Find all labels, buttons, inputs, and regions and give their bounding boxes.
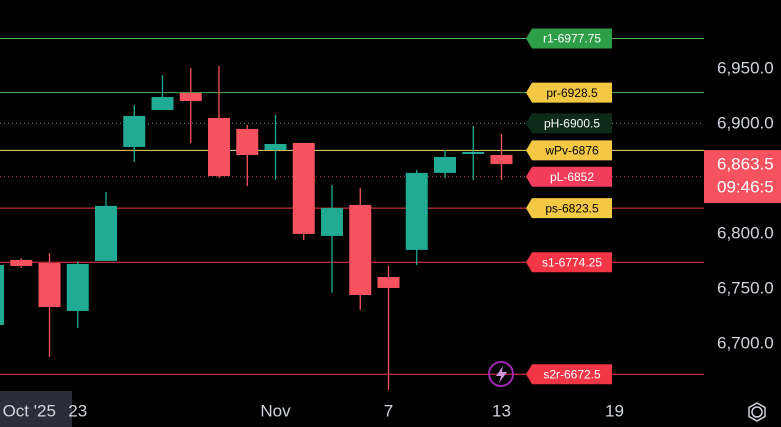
candle-body <box>10 259 33 266</box>
y-tick-label: 6,950.0 <box>717 58 774 77</box>
level-tag <box>526 364 612 385</box>
level-tag <box>526 140 612 161</box>
candle-body <box>151 97 174 110</box>
level-tag <box>526 82 612 103</box>
candle-body <box>38 263 61 308</box>
candle-body <box>321 208 343 236</box>
candle-body <box>0 264 4 325</box>
level-tag-label: r1-6977.75 <box>543 32 601 46</box>
level-tag <box>526 113 612 134</box>
countdown-label: 09:46:5 <box>717 178 774 197</box>
candles <box>0 65 513 390</box>
candle-body <box>349 204 372 296</box>
level-tag-label: ps-6823.5 <box>545 201 599 215</box>
level-tag <box>526 166 612 187</box>
candle-body <box>208 117 230 176</box>
candle-body <box>95 205 117 261</box>
x-tick-label: 23 <box>68 401 87 420</box>
level-tag-label: wPv-6876 <box>544 144 599 158</box>
tags: r1-6977.75 pr-6928.5 pH-6900.5 wPv-6876 pL-6… <box>526 28 612 385</box>
level-tag-label: s1-6774.25 <box>542 255 602 269</box>
candle-body <box>264 143 287 150</box>
y-tick-label: 6,800.0 <box>717 223 774 242</box>
level-tag-label: s2r-6672.5 <box>543 367 601 381</box>
x-tick-highlight <box>0 391 72 427</box>
x-tick-label: 13 <box>492 401 511 420</box>
axes: 6,950.0 6,900.0 6,800.0 6,750.0 6,700.0 6,863… <box>0 58 781 427</box>
candle-body <box>179 92 202 101</box>
level-tag-label: pH-6900.5 <box>544 117 600 131</box>
candle-body <box>490 154 513 165</box>
y-tick-label: 6,900.0 <box>717 113 774 132</box>
candle-body <box>377 276 400 288</box>
y-tick-label: 6,700.0 <box>717 333 774 352</box>
level-tag-label: pL-6852 <box>550 170 594 184</box>
last-price-label: 6,863.5 <box>717 155 774 174</box>
x-tick-label: Oct '25 <box>3 401 56 420</box>
settings-icon[interactable] <box>748 402 766 422</box>
x-tick-label: 19 <box>605 401 624 420</box>
candle-body <box>405 172 428 250</box>
level-tag <box>526 198 612 219</box>
candle-body <box>236 128 259 155</box>
x-tick-label: 7 <box>384 401 393 420</box>
level-tag-label: pr-6928.5 <box>546 86 598 100</box>
level-tag <box>526 28 612 49</box>
alert-icon[interactable] <box>488 361 514 387</box>
last-price-box <box>704 150 781 204</box>
candle-body <box>292 142 315 234</box>
level-tag <box>526 252 612 273</box>
candle-body <box>123 115 146 147</box>
candle-body <box>434 156 456 173</box>
candle-body <box>462 152 485 154</box>
x-tick-label: Nov <box>260 401 291 420</box>
candle-body <box>66 263 89 311</box>
y-tick-label: 6,750.0 <box>717 278 774 297</box>
